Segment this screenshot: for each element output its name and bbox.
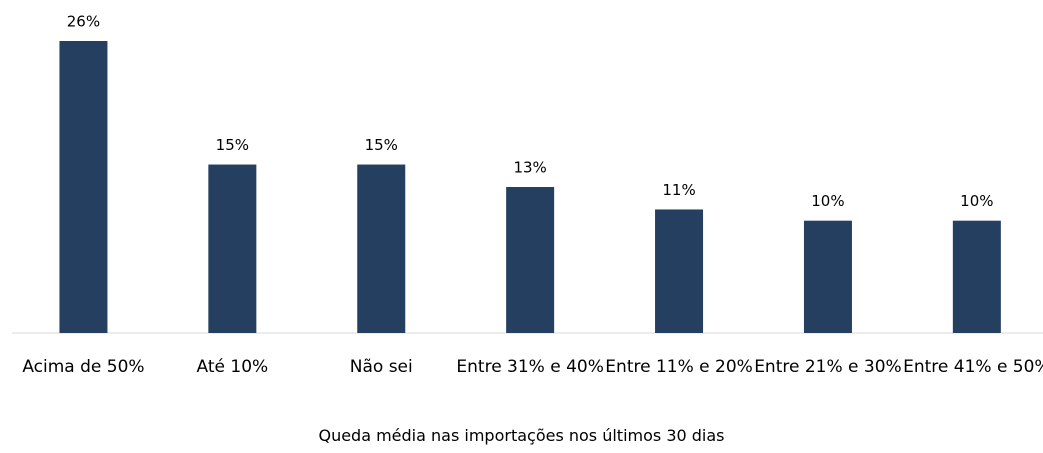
- bar: [506, 187, 555, 333]
- value-label: 11%: [662, 181, 695, 199]
- bar: [357, 164, 406, 333]
- x-tick-label: Acima de 50%: [22, 357, 145, 377]
- x-tick-label: Até 10%: [196, 357, 269, 377]
- value-label: 10%: [811, 192, 844, 210]
- bar: [59, 41, 108, 333]
- value-label: 13%: [513, 159, 546, 177]
- bar: [952, 220, 1001, 333]
- value-label: 15%: [365, 136, 398, 154]
- x-axis-label: Queda média nas importações nos últimos …: [318, 426, 725, 445]
- value-label: 26%: [67, 13, 100, 31]
- value-label: 15%: [216, 136, 249, 154]
- x-tick-label: Entre 31% e 40%: [456, 357, 604, 377]
- bar: [208, 164, 257, 333]
- x-tick-label: Entre 11% e 20%: [605, 357, 753, 377]
- value-label: 10%: [960, 192, 993, 210]
- x-tick-label: Entre 41% e 50%: [903, 357, 1043, 377]
- bar: [655, 209, 704, 333]
- bar: [803, 220, 852, 333]
- x-tick-label: Entre 21% e 30%: [754, 357, 902, 377]
- x-tick-label: Não sei: [349, 357, 413, 377]
